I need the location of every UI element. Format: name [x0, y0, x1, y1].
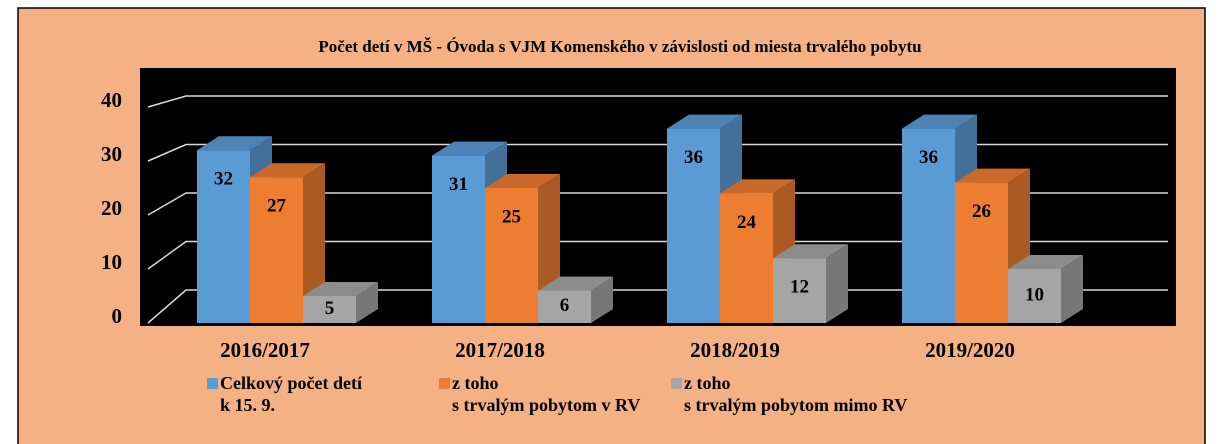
chart-title: Počet detí v MŠ - Óvoda s VJM Komenského…: [318, 37, 921, 56]
data-label: 31: [449, 174, 468, 195]
bar-front: [955, 182, 1008, 323]
bar-top: [955, 168, 1030, 183]
bar-front: [485, 188, 538, 323]
grid-line: [147, 95, 1168, 108]
data-label: 36: [919, 147, 938, 168]
data-label: 27: [267, 196, 287, 217]
bar: 27: [250, 163, 325, 323]
bar-front: [1008, 269, 1061, 323]
bar-top: [250, 163, 325, 178]
bar-top: [197, 136, 272, 151]
y-tick-label: 10: [101, 250, 122, 274]
bar-front: [667, 128, 720, 323]
bar-side: [826, 244, 848, 323]
bar-front: [250, 177, 303, 323]
y-tick-label: 20: [101, 196, 122, 220]
bar-top: [773, 244, 848, 259]
bar-side: [591, 276, 613, 323]
bar: 5: [303, 282, 378, 323]
data-label: 5: [325, 298, 335, 319]
bar-top: [485, 174, 560, 188]
data-label: 24: [737, 212, 757, 233]
bar-front: [773, 258, 826, 323]
data-label: 6: [560, 295, 570, 316]
y-tick-label: 0: [112, 304, 123, 328]
data-label: 10: [1025, 284, 1044, 305]
bar-top: [303, 282, 378, 296]
bar-side: [1061, 255, 1083, 323]
data-label: 26: [972, 201, 991, 222]
bar-front: [197, 150, 250, 323]
bar-top: [902, 114, 977, 129]
legend-label: z toho s trvalým pobytom mimo RV: [684, 373, 908, 415]
bar-front: [902, 128, 955, 323]
bar-top: [538, 276, 613, 291]
bar-top: [432, 141, 507, 156]
x-tick-label: 2016/2017: [220, 338, 310, 362]
legend-swatch: [207, 378, 218, 389]
bar-front: [303, 296, 356, 323]
data-label: 25: [502, 206, 521, 227]
bar-front: [538, 290, 591, 323]
bar-top: [1008, 255, 1083, 269]
grid-line: [147, 143, 1168, 162]
data-label: 12: [790, 277, 809, 298]
bar-top: [667, 114, 742, 129]
bar: 10: [1008, 255, 1083, 323]
bar-side: [303, 163, 325, 323]
bar-front: [720, 193, 773, 323]
bar: 12: [773, 244, 848, 323]
bar: 6: [538, 276, 613, 323]
grid-line: [147, 240, 1168, 270]
data-label: 32: [214, 169, 233, 190]
x-tick-label: 2018/2019: [690, 338, 780, 362]
legend-swatch: [439, 378, 450, 389]
y-tick-label: 40: [101, 88, 122, 112]
legend-label: z toho s trvalým pobytom v RV: [452, 373, 641, 415]
bar-side: [356, 282, 378, 323]
y-tick-label: 30: [101, 142, 122, 166]
x-tick-label: 2019/2020: [925, 338, 1015, 362]
bar-top: [720, 179, 795, 194]
bar-front: [432, 155, 485, 323]
grid-line: [147, 192, 1168, 216]
data-label: 36: [684, 147, 703, 168]
legend-swatch: [671, 378, 682, 389]
x-tick-label: 2017/2018: [455, 338, 545, 362]
legend-label: Celkový počet detí k 15. 9.: [220, 373, 362, 415]
